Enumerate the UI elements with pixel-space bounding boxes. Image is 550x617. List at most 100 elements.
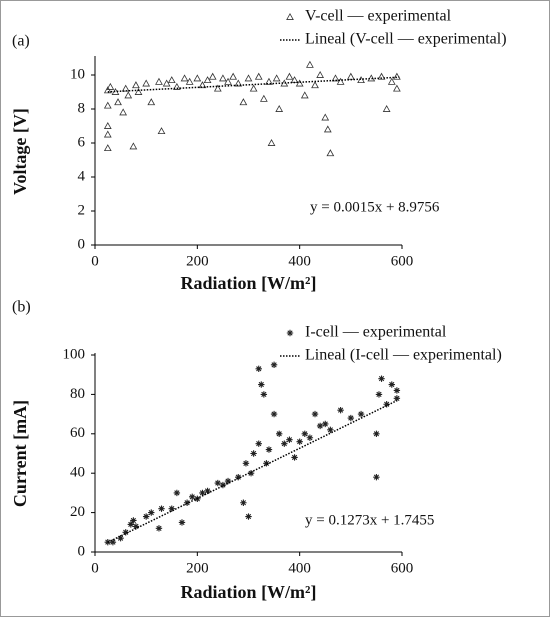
point <box>326 149 335 157</box>
legend-label: Lineal (I-cell — experimental) <box>305 347 502 364</box>
y-tick-label: 0 <box>78 236 86 252</box>
point <box>258 381 265 388</box>
point <box>117 535 124 542</box>
point <box>148 509 155 516</box>
point <box>114 98 122 106</box>
point <box>393 84 401 92</box>
x-axis-title: Radiation [W/m²] <box>181 582 317 602</box>
point <box>281 440 288 447</box>
point <box>322 420 329 428</box>
point <box>263 460 270 467</box>
point <box>296 438 303 445</box>
trend-line <box>107 76 400 93</box>
y-tick-label: 6 <box>78 134 86 150</box>
point <box>286 436 293 443</box>
point <box>103 86 112 94</box>
point <box>336 77 345 85</box>
point <box>122 529 129 536</box>
point <box>162 79 171 87</box>
point <box>377 72 386 80</box>
point <box>393 72 401 80</box>
x-tick-label: 400 <box>288 253 311 269</box>
point <box>265 446 273 453</box>
point <box>275 104 284 112</box>
point <box>300 91 309 99</box>
point <box>285 72 294 80</box>
point <box>198 81 207 89</box>
point <box>306 434 314 441</box>
point <box>239 98 248 106</box>
point <box>301 430 308 437</box>
point <box>267 138 276 146</box>
point <box>157 127 166 135</box>
point <box>375 391 383 398</box>
point <box>265 77 273 85</box>
point <box>383 401 390 408</box>
x-tick-label: 200 <box>186 560 209 576</box>
point <box>183 499 191 506</box>
point <box>132 81 140 89</box>
point <box>323 125 332 133</box>
trend-line <box>107 399 398 543</box>
y-tick-label: 100 <box>63 346 86 362</box>
point <box>311 410 319 418</box>
point <box>124 91 133 99</box>
point <box>178 519 186 526</box>
point <box>219 74 227 82</box>
point <box>337 406 344 414</box>
x-tick-label: 600 <box>391 253 414 269</box>
x-tick-label: 0 <box>91 560 99 576</box>
point <box>199 489 206 497</box>
point <box>234 79 243 87</box>
point <box>245 513 252 520</box>
point <box>311 81 319 89</box>
point <box>357 410 365 418</box>
point <box>393 395 401 402</box>
point <box>387 77 396 85</box>
point <box>240 499 247 506</box>
x-axis-title: Radiation [W/m²] <box>181 273 317 293</box>
point <box>167 76 176 84</box>
point <box>331 74 340 82</box>
point <box>270 410 278 418</box>
y-axis-title: Voltage [V] <box>10 108 30 195</box>
point <box>291 454 298 461</box>
point <box>316 422 324 430</box>
point <box>224 77 232 85</box>
point <box>193 74 202 82</box>
point <box>378 375 385 382</box>
x-tick-label: 600 <box>391 560 414 576</box>
point <box>229 72 238 80</box>
point <box>373 430 380 437</box>
point <box>203 76 212 84</box>
point <box>121 84 130 92</box>
point <box>109 538 117 546</box>
y-tick-label: 40 <box>70 465 85 481</box>
point <box>244 74 253 82</box>
equation: y = 0.0015x + 8.9756 <box>310 199 440 215</box>
point <box>260 391 268 398</box>
point <box>306 60 314 68</box>
legend-label: Lineal (V-cell — experimental) <box>305 31 507 48</box>
y-tick-label: 80 <box>70 386 85 402</box>
y-tick-label: 10 <box>70 66 85 82</box>
point <box>235 473 242 481</box>
legend-label: I-cell — experimental <box>305 324 447 341</box>
y-tick-label: 4 <box>78 168 86 184</box>
point <box>373 473 380 481</box>
point <box>158 505 165 512</box>
equation: y = 0.1273x + 1.7455 <box>305 512 434 528</box>
point <box>388 381 395 388</box>
point <box>103 130 112 138</box>
point <box>106 82 115 90</box>
x-tick-label: 400 <box>288 560 311 576</box>
point <box>214 479 221 487</box>
point <box>172 82 181 90</box>
point <box>346 72 355 80</box>
point <box>168 505 175 512</box>
point <box>213 84 222 92</box>
point <box>134 87 143 95</box>
point <box>327 426 334 434</box>
point <box>103 144 112 152</box>
